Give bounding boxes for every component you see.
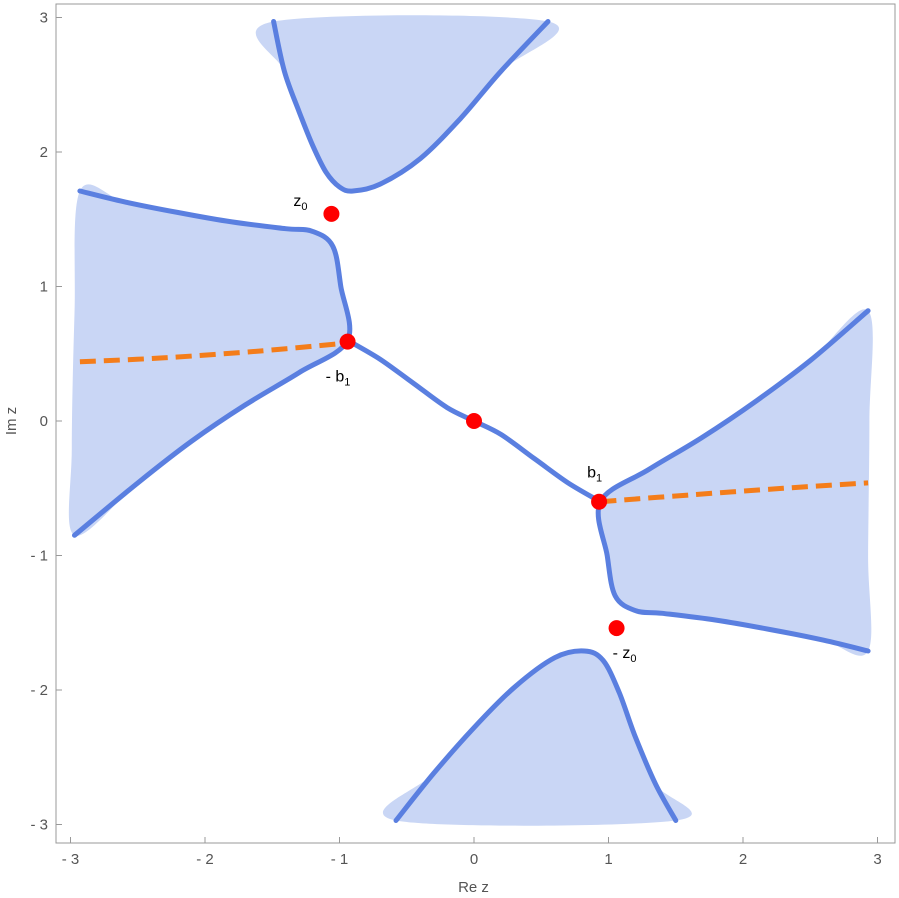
boundary-bottom — [393, 648, 679, 823]
x-tick-label: 3 — [873, 851, 881, 868]
point-neg-z0 — [608, 620, 625, 637]
point-b1 — [591, 493, 608, 510]
region-bottom — [382, 650, 692, 826]
boundary-top — [271, 19, 551, 194]
x-tick-label: 2 — [739, 851, 747, 868]
x-tick-label: - 2 — [196, 851, 214, 868]
region-top — [255, 15, 560, 192]
point-origin — [466, 413, 482, 429]
axes: - 3 - 2 - 1 0 1 2 3 - 3 - 2 - 1 0 1 2 3 — [30, 10, 881, 869]
filled-regions — [68, 15, 873, 826]
region-left — [68, 184, 350, 536]
y-axis-label: Im z — [3, 407, 20, 435]
label-neg-b1: - b1 — [326, 369, 351, 389]
x-tick-label: 1 — [604, 851, 612, 868]
y-tick-label: 1 — [40, 279, 48, 296]
left-cut — [79, 340, 348, 365]
x-tick-label: 0 — [470, 851, 478, 868]
label-neg-z0: - z0 — [613, 645, 637, 665]
y-tick-label: 2 — [40, 144, 48, 161]
x-tick-label: - 1 — [331, 851, 349, 868]
plot-frame — [55, 3, 896, 844]
region-right — [598, 309, 873, 656]
y-tick-label: - 3 — [30, 817, 48, 834]
y-tick-label: 0 — [40, 413, 48, 430]
point-z0 — [323, 205, 340, 222]
boundary-right — [595, 308, 871, 654]
right-cut — [600, 480, 869, 505]
y-tick-label: - 2 — [30, 682, 48, 699]
marked-points: z0 - b1 b1 - z0 — [293, 193, 636, 665]
y-tick-label: 3 — [40, 10, 48, 27]
boundary-left — [72, 188, 353, 538]
y-tick-label: - 1 — [30, 548, 48, 565]
label-b1: b1 — [587, 465, 602, 485]
branch-cuts — [79, 340, 869, 505]
x-axis-label: Re z — [458, 879, 489, 896]
point-neg-b1 — [339, 333, 356, 350]
label-z0: z0 — [293, 193, 307, 213]
x-tick-label: - 3 — [62, 851, 80, 868]
